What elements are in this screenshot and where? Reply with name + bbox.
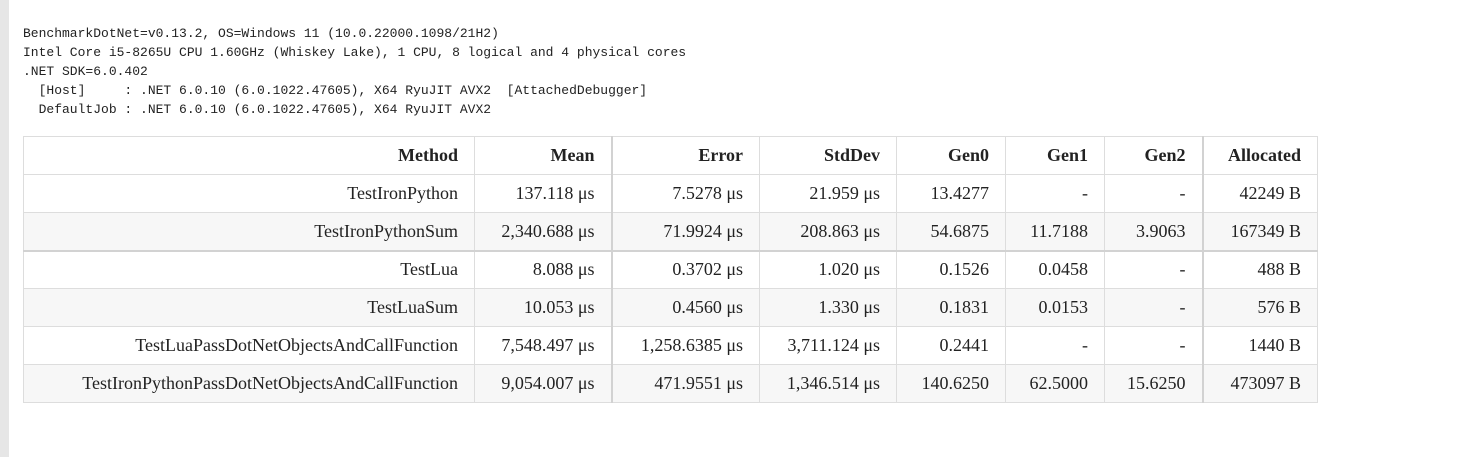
cell-stddev: 3,711.124 μs	[759, 326, 897, 365]
header-error: Error	[610, 136, 760, 175]
window-left-edge	[0, 0, 9, 457]
cell-stddev: 1,346.514 μs	[759, 364, 897, 403]
cell-gen2: -	[1104, 174, 1203, 213]
cell-allocated: 488 B	[1201, 249, 1318, 289]
cell-mean: 137.118 μs	[474, 174, 612, 213]
cell-gen0: 0.2441	[896, 326, 1006, 365]
table-row: TestIronPythonSum 2,340.688 μs 71.9924 μ…	[23, 212, 1318, 251]
env-line-cpu: Intel Core i5-8265U CPU 1.60GHz (Whiskey…	[23, 45, 687, 60]
cell-allocated: 1440 B	[1201, 326, 1318, 365]
cell-gen0: 0.1831	[896, 288, 1006, 327]
cell-gen2: 3.9063	[1104, 212, 1203, 251]
environment-text: BenchmarkDotNet=v0.13.2, OS=Windows 11 (…	[23, 24, 686, 119]
table-row: TestLua 8.088 μs 0.3702 μs 1.020 μs 0.15…	[23, 249, 1318, 289]
header-mean: Mean	[474, 136, 612, 175]
cell-gen1: 11.7188	[1005, 212, 1105, 251]
cell-allocated: 167349 B	[1201, 212, 1318, 251]
cell-error: 1,258.6385 μs	[610, 326, 760, 365]
header-gen0: Gen0	[896, 136, 1006, 175]
cell-gen2: -	[1104, 288, 1203, 327]
cell-method: TestIronPythonPassDotNetObjectsAndCallFu…	[23, 364, 475, 403]
header-stddev: StdDev	[759, 136, 897, 175]
cell-gen0: 13.4277	[896, 174, 1006, 213]
cell-method: TestLuaSum	[23, 288, 475, 327]
benchmark-results-table: Method Mean Error StdDev Gen0 Gen1 Gen2 …	[23, 136, 1318, 403]
cell-gen2: -	[1104, 326, 1203, 365]
table-row: TestIronPython 137.118 μs 7.5278 μs 21.9…	[23, 174, 1318, 213]
header-method: Method	[23, 136, 475, 175]
cell-allocated: 576 B	[1201, 288, 1318, 327]
cell-gen0: 140.6250	[896, 364, 1006, 403]
cell-mean: 10.053 μs	[474, 288, 612, 327]
env-line-sdk: .NET SDK=6.0.402	[23, 64, 148, 79]
cell-mean: 2,340.688 μs	[474, 212, 612, 251]
cell-gen0: 0.1526	[896, 249, 1006, 289]
cell-gen1: 0.0458	[1005, 249, 1105, 289]
cell-gen1: -	[1005, 174, 1105, 213]
env-line-benchmarkdotnet: BenchmarkDotNet=v0.13.2, OS=Windows 11 (…	[23, 26, 499, 41]
cell-gen2: -	[1104, 249, 1203, 289]
cell-stddev: 1.020 μs	[759, 249, 897, 289]
cell-stddev: 208.863 μs	[759, 212, 897, 251]
cell-mean: 8.088 μs	[474, 249, 612, 289]
cell-error: 471.9551 μs	[610, 364, 760, 403]
cell-error: 0.3702 μs	[610, 249, 760, 289]
cell-stddev: 21.959 μs	[759, 174, 897, 213]
table-header-row: Method Mean Error StdDev Gen0 Gen1 Gen2 …	[23, 136, 1318, 175]
env-line-defaultjob: DefaultJob : .NET 6.0.10 (6.0.1022.47605…	[23, 102, 492, 117]
header-gen2: Gen2	[1104, 136, 1203, 175]
table-row: TestLuaPassDotNetObjectsAndCallFunction …	[23, 326, 1318, 365]
cell-mean: 9,054.007 μs	[474, 364, 612, 403]
cell-gen1: 62.5000	[1005, 364, 1105, 403]
cell-allocated: 473097 B	[1201, 364, 1318, 403]
header-gen1: Gen1	[1005, 136, 1105, 175]
cell-gen0: 54.6875	[896, 212, 1006, 251]
env-line-host: [Host] : .NET 6.0.10 (6.0.1022.47605), X…	[23, 83, 648, 98]
cell-allocated: 42249 B	[1201, 174, 1318, 213]
cell-error: 7.5278 μs	[610, 174, 760, 213]
cell-stddev: 1.330 μs	[759, 288, 897, 327]
table-row: TestLuaSum 10.053 μs 0.4560 μs 1.330 μs …	[23, 288, 1318, 327]
cell-mean: 7,548.497 μs	[474, 326, 612, 365]
cell-error: 71.9924 μs	[610, 212, 760, 251]
cell-gen2: 15.6250	[1104, 364, 1203, 403]
cell-error: 0.4560 μs	[610, 288, 760, 327]
cell-method: TestLuaPassDotNetObjectsAndCallFunction	[23, 326, 475, 365]
cell-gen1: -	[1005, 326, 1105, 365]
cell-method: TestLua	[23, 249, 475, 289]
cell-gen1: 0.0153	[1005, 288, 1105, 327]
table-row: TestIronPythonPassDotNetObjectsAndCallFu…	[23, 364, 1318, 403]
cell-method: TestIronPython	[23, 174, 475, 213]
environment-info: BenchmarkDotNet=v0.13.2, OS=Windows 11 (…	[23, 24, 686, 119]
header-allocated: Allocated	[1201, 136, 1318, 175]
cell-method: TestIronPythonSum	[23, 212, 475, 251]
